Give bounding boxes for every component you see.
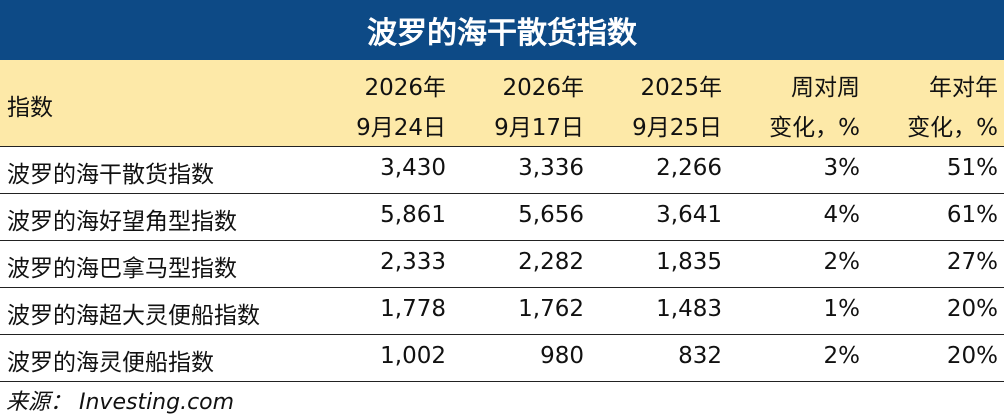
- row-value: 5,656: [518, 202, 584, 228]
- row-value: 1,002: [380, 343, 446, 369]
- row-yoy: 20%: [946, 296, 998, 322]
- header-col3-year: 2025年: [640, 75, 722, 101]
- row-divider: [0, 287, 1004, 288]
- row-wow: 4%: [823, 202, 861, 228]
- header-col4-line1: 周对周: [791, 75, 860, 101]
- row-value: 1,762: [518, 296, 584, 322]
- row-value: 3,430: [380, 155, 446, 181]
- row-value: 832: [678, 343, 722, 369]
- header-col5-line2: 变化，%: [907, 115, 998, 141]
- row-yoy: 51%: [946, 155, 998, 181]
- row-wow: 2%: [823, 249, 861, 275]
- row-divider: [0, 240, 1004, 241]
- row-value: 3,641: [656, 202, 722, 228]
- header-label-index: 指数: [7, 95, 53, 121]
- row-yoy: 20%: [946, 343, 998, 369]
- header-col2-year: 2026年: [502, 75, 584, 101]
- row-name: 波罗的海好望角型指数: [7, 209, 237, 235]
- row-value: 1,483: [656, 296, 722, 322]
- row-name: 波罗的海超大灵便船指数: [7, 303, 260, 329]
- table-title: 波罗的海干散货指数: [0, 0, 1004, 60]
- row-value: 2,266: [656, 155, 722, 181]
- row-value: 980: [540, 343, 584, 369]
- table-row: 波罗的海干散货指数 3,430 3,336 2,266 3% 51%: [0, 147, 1004, 193]
- table-row: 波罗的海超大灵便船指数 1,778 1,762 1,483 1% 20%: [0, 288, 1004, 334]
- table-header: 指数 2026年 9月24日 2026年 9月17日 2025年 9月25日 周…: [0, 60, 1004, 146]
- source-note: 来源： Investing.com: [6, 390, 235, 415]
- row-wow: 1%: [823, 296, 861, 322]
- header-col2-date: 9月17日: [494, 115, 584, 141]
- row-value: 2,333: [380, 249, 446, 275]
- header-divider: [0, 146, 1004, 147]
- row-divider: [0, 193, 1004, 194]
- row-yoy: 61%: [946, 202, 998, 228]
- table-row: 波罗的海巴拿马型指数 2,333 2,282 1,835 2% 27%: [0, 241, 1004, 287]
- header-col1-date: 9月24日: [356, 115, 446, 141]
- row-name: 波罗的海干散货指数: [7, 162, 214, 188]
- header-col4-line2: 变化，%: [769, 115, 860, 141]
- row-value: 1,835: [656, 249, 722, 275]
- row-divider: [0, 334, 1004, 335]
- header-col1-year: 2026年: [364, 75, 446, 101]
- row-value: 5,861: [380, 202, 446, 228]
- row-wow: 3%: [823, 155, 861, 181]
- row-name: 波罗的海巴拿马型指数: [7, 256, 237, 282]
- table-bottom-border: [0, 381, 1004, 382]
- header-col5-line1: 年对年: [929, 75, 998, 101]
- row-yoy: 27%: [946, 249, 998, 275]
- row-value: 3,336: [518, 155, 584, 181]
- table-row: 波罗的海好望角型指数 5,861 5,656 3,641 4% 61%: [0, 194, 1004, 240]
- header-col3-date: 9月25日: [632, 115, 722, 141]
- row-name: 波罗的海灵便船指数: [7, 350, 214, 376]
- row-wow: 2%: [823, 343, 861, 369]
- row-value: 1,778: [380, 296, 446, 322]
- row-value: 2,282: [518, 249, 584, 275]
- table-row: 波罗的海灵便船指数 1,002 980 832 2% 20%: [0, 335, 1004, 381]
